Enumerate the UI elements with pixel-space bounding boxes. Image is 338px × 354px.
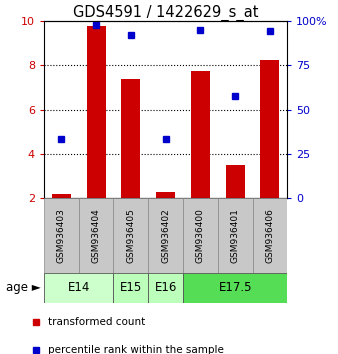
Text: E14: E14	[68, 281, 90, 294]
Title: GDS4591 / 1422629_s_at: GDS4591 / 1422629_s_at	[73, 5, 258, 21]
Bar	[79, 198, 114, 273]
Bar	[52, 194, 71, 198]
Bar	[252, 198, 287, 273]
Bar	[148, 198, 183, 273]
Text: GSM936406: GSM936406	[265, 208, 274, 263]
Bar	[87, 25, 106, 198]
Bar	[148, 273, 183, 303]
Bar	[44, 198, 79, 273]
Text: E15: E15	[120, 281, 142, 294]
Bar	[114, 198, 148, 273]
Bar	[218, 198, 252, 273]
Text: GSM936400: GSM936400	[196, 208, 205, 263]
Text: transformed count: transformed count	[48, 318, 145, 327]
Text: GSM936401: GSM936401	[231, 208, 240, 263]
Text: E16: E16	[154, 281, 177, 294]
Text: GSM936402: GSM936402	[161, 208, 170, 263]
Bar	[191, 71, 210, 198]
Text: age ►: age ►	[6, 281, 41, 294]
Text: GSM936403: GSM936403	[57, 208, 66, 263]
Text: GSM936405: GSM936405	[126, 208, 135, 263]
Bar	[121, 79, 140, 198]
Text: E17.5: E17.5	[218, 281, 252, 294]
Bar	[183, 273, 287, 303]
Bar	[156, 192, 175, 198]
Text: percentile rank within the sample: percentile rank within the sample	[48, 345, 224, 354]
Bar	[114, 273, 148, 303]
Bar	[44, 273, 114, 303]
Text: GSM936404: GSM936404	[92, 208, 101, 263]
Bar	[225, 165, 245, 198]
Bar	[260, 60, 280, 198]
Bar	[183, 198, 218, 273]
